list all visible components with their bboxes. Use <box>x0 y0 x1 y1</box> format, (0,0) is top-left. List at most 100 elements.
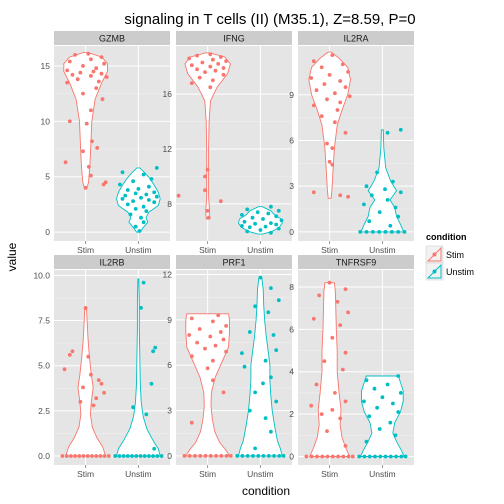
data-point-stim <box>67 59 72 64</box>
data-point-unstim <box>261 381 265 386</box>
data-point-stim <box>91 403 96 408</box>
data-point-stim <box>211 57 215 62</box>
legend-point-glyph <box>432 269 437 274</box>
data-point-stim <box>203 346 207 351</box>
data-point-stim <box>327 280 332 285</box>
data-point-stim <box>94 66 99 71</box>
data-point-unstim <box>133 207 138 211</box>
data-point-stim <box>65 80 70 85</box>
data-point-unstim <box>130 454 134 458</box>
data-point-unstim <box>263 416 268 420</box>
data-point-stim <box>187 454 192 458</box>
data-point-stim <box>102 61 106 66</box>
data-point-stim <box>208 64 213 69</box>
y-tick-label: 9 <box>289 90 294 100</box>
data-point-stim <box>219 454 224 458</box>
data-point-unstim <box>272 454 276 458</box>
data-point-unstim <box>393 205 398 210</box>
facet-strip <box>54 31 170 45</box>
data-point-stim <box>211 358 215 363</box>
data-point-stim <box>83 185 88 190</box>
data-point-stim <box>338 100 343 105</box>
panel-il2rb: 0.0 2.5 5.0 7.5 10.0 IL2RB Stim Unstim <box>33 255 170 479</box>
data-point-stim <box>330 53 335 57</box>
data-point-unstim <box>154 166 159 170</box>
data-point-stim <box>338 79 343 83</box>
data-point-stim <box>182 454 187 458</box>
data-point-unstim <box>385 382 390 387</box>
data-point-stim <box>91 69 96 74</box>
legend-keys: Stim Unstim <box>425 245 474 281</box>
data-point-unstim <box>240 213 244 217</box>
data-point-unstim <box>388 420 393 425</box>
data-point-stim <box>187 56 192 61</box>
data-point-unstim <box>398 190 403 195</box>
data-point-stim <box>347 94 352 99</box>
x-tick-label: Unstim <box>369 245 395 255</box>
data-point-stim <box>83 306 88 310</box>
data-point-stim <box>205 366 210 371</box>
y-tick-label: 5 <box>45 172 50 182</box>
x-tick-label: Stim <box>199 469 216 479</box>
data-point-stim <box>86 354 91 359</box>
facet-strip <box>176 255 292 269</box>
data-point-stim <box>208 85 213 90</box>
data-point-unstim <box>403 454 408 459</box>
data-point-unstim <box>371 230 375 234</box>
data-point-stim <box>221 66 226 70</box>
violin-stim <box>65 309 107 457</box>
data-point-stim <box>95 146 100 150</box>
data-point-stim <box>330 454 335 459</box>
panel-ifng: 8 12 16 IFNG Stim Unstim <box>163 31 292 255</box>
x-tick-label: Unstim <box>125 245 151 255</box>
y-tick-label: 7.5 <box>38 316 50 326</box>
data-point-unstim <box>261 454 266 458</box>
data-point-unstim <box>388 454 393 459</box>
legend: condition Stim Unstim <box>425 232 474 281</box>
data-point-unstim <box>398 127 403 132</box>
data-point-unstim <box>274 214 279 219</box>
y-tick-label: 3 <box>289 181 294 191</box>
data-point-stim <box>330 335 335 340</box>
data-point-unstim <box>147 184 151 189</box>
data-point-stim <box>340 62 345 67</box>
data-point-stim <box>193 454 197 458</box>
data-point-stim <box>335 108 340 112</box>
data-point-unstim <box>120 170 125 175</box>
data-point-unstim <box>274 348 279 352</box>
data-point-stim <box>90 139 94 144</box>
y-axis-label: value <box>5 242 19 271</box>
data-point-unstim <box>147 198 151 202</box>
data-point-stim <box>213 68 218 73</box>
data-point-stim <box>228 454 233 458</box>
x-tick-label: Stim <box>321 245 338 255</box>
data-point-stim <box>325 429 329 433</box>
data-point-unstim <box>377 427 382 431</box>
data-point-stim <box>81 385 85 390</box>
data-point-stim <box>208 334 213 339</box>
x-axis-label: condition <box>242 484 290 498</box>
data-point-stim <box>325 97 329 102</box>
data-point-unstim <box>147 454 151 458</box>
data-point-stim <box>189 420 194 425</box>
data-point-unstim <box>151 454 156 458</box>
data-point-stim <box>189 316 194 321</box>
data-point-unstim <box>369 193 374 198</box>
data-point-unstim <box>380 395 385 400</box>
y-tick-label: 0 <box>289 227 294 237</box>
x-tick-label: Unstim <box>247 245 273 255</box>
data-point-unstim <box>131 179 136 184</box>
data-point-unstim <box>141 204 146 209</box>
data-point-stim <box>343 287 348 291</box>
data-point-unstim <box>153 345 158 350</box>
data-point-stim <box>311 190 316 195</box>
y-tick-label: 10 <box>41 116 51 126</box>
y-tick-label: 8 <box>289 282 294 292</box>
data-point-unstim <box>373 454 377 459</box>
data-point-unstim <box>364 439 369 444</box>
data-point-unstim <box>240 351 244 355</box>
data-point-unstim <box>377 230 382 234</box>
data-point-unstim <box>396 374 401 378</box>
